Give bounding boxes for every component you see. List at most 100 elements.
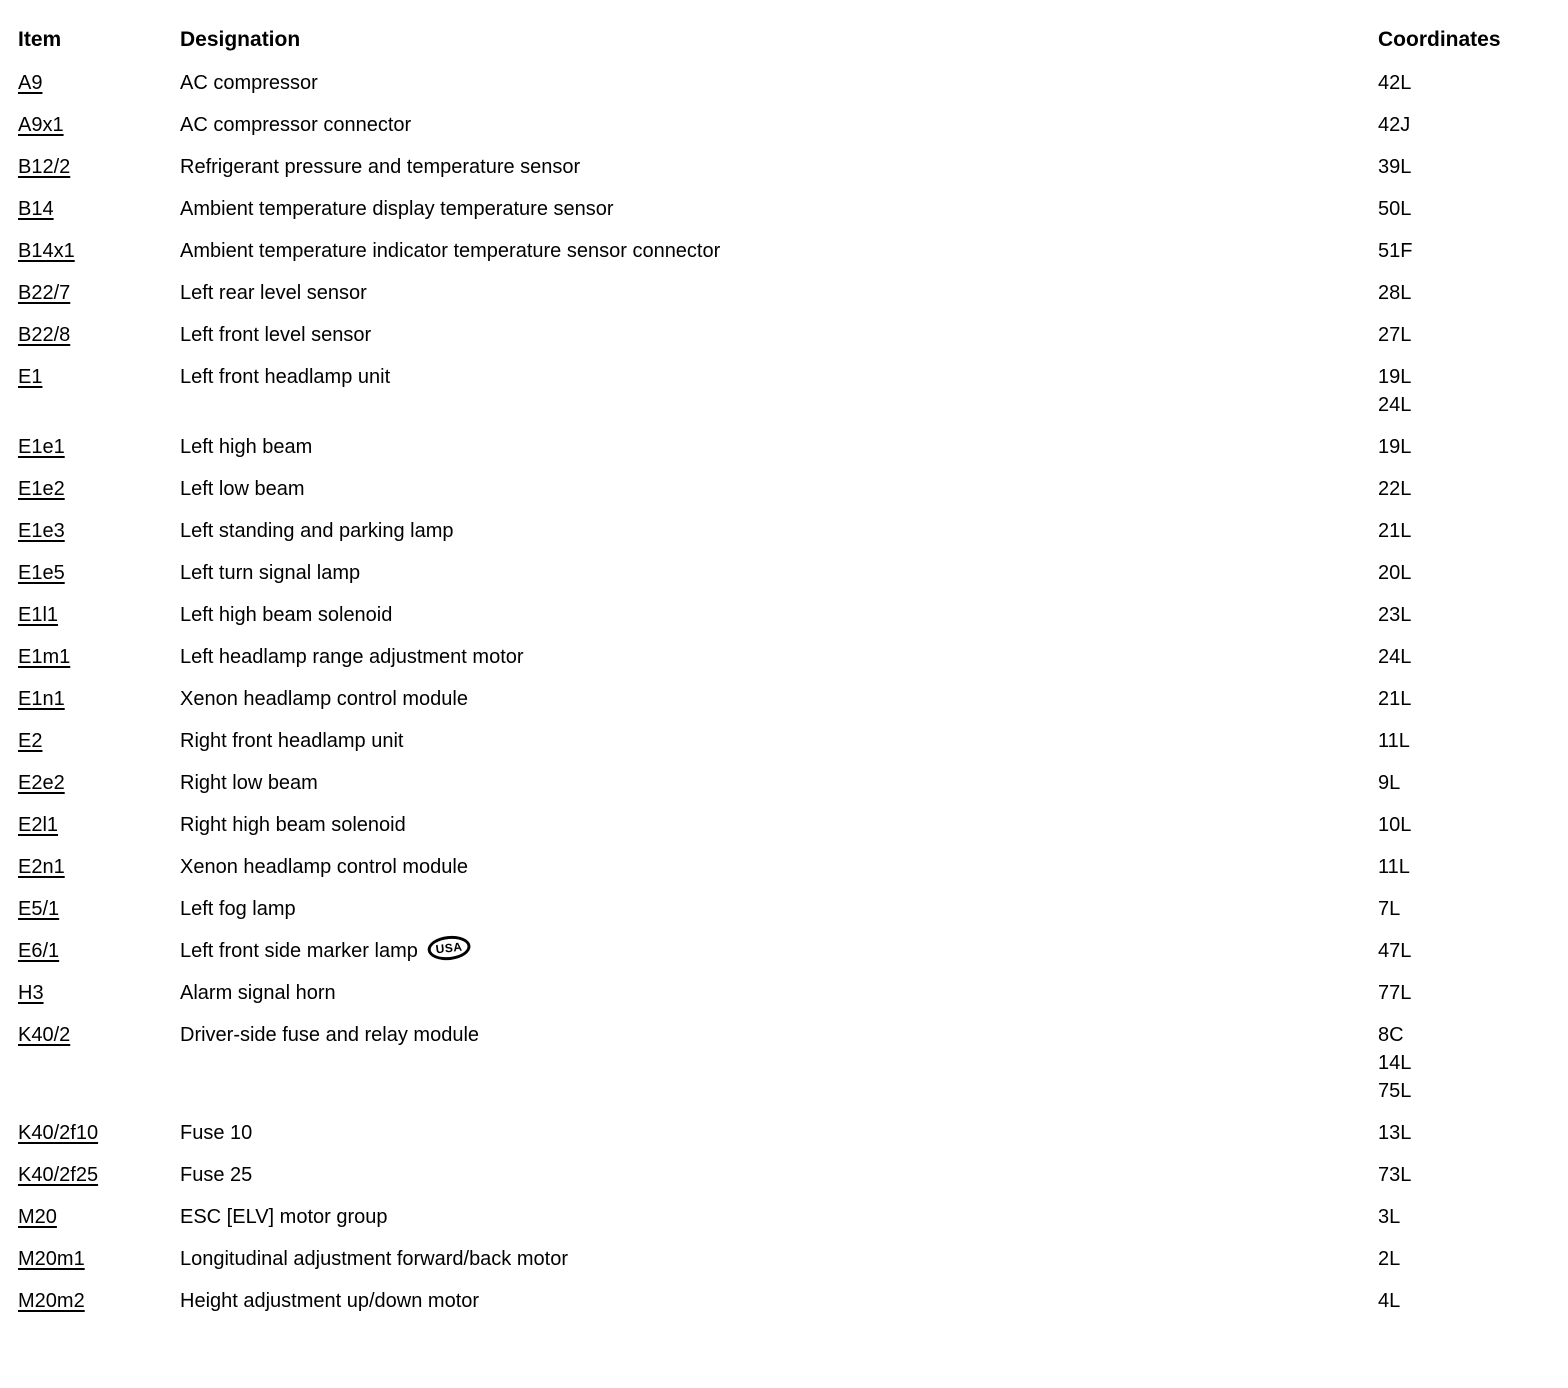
item-link[interactable]: E6/1: [18, 940, 60, 962]
item-link[interactable]: E2e2: [18, 772, 65, 794]
item-link[interactable]: K40/2: [18, 1024, 71, 1046]
item-cell: E6/1: [18, 937, 180, 965]
coordinates-cell: 19L: [1378, 433, 1548, 461]
item-cell: E1m1: [18, 643, 180, 671]
designation-text: Left standing and parking lamp: [180, 520, 454, 542]
item-cell: B14: [18, 195, 180, 223]
item-link[interactable]: K40/2f25: [18, 1164, 99, 1186]
coordinate-value: 73L: [1378, 1164, 1412, 1186]
designation-text: Refrigerant pressure and temperature sen…: [180, 156, 581, 178]
table-row: M20 ESC [ELV] motor group 3L: [18, 1203, 1548, 1231]
designation-text: Left front headlamp unit: [180, 366, 391, 388]
item-link[interactable]: M20m1: [18, 1248, 85, 1270]
item-cell: B22/8: [18, 321, 180, 349]
coordinates-cell: 21L: [1378, 685, 1548, 713]
item-link[interactable]: A9: [18, 72, 43, 94]
coordinates-cell: 8C 14L 75L: [1378, 1021, 1548, 1105]
coordinate-value: 14L: [1378, 1052, 1412, 1074]
item-link[interactable]: M20: [18, 1206, 57, 1228]
designation-cell: Left front headlamp unit: [180, 363, 1378, 391]
item-link[interactable]: E1l1: [18, 604, 59, 626]
item-link[interactable]: B22/7: [18, 282, 71, 304]
table-row: K40/2 Driver-side fuse and relay module …: [18, 1021, 1548, 1105]
table-row: E1 Left front headlamp unit 19L 24L: [18, 363, 1548, 419]
designation-cell: Alarm signal horn: [180, 979, 1378, 1007]
designation-cell: Left headlamp range adjustment motor: [180, 643, 1378, 671]
designation-cell: Right low beam: [180, 769, 1378, 797]
table-row: B22/7 Left rear level sensor 28L: [18, 279, 1548, 307]
coordinate-value: 50L: [1378, 198, 1412, 220]
item-link[interactable]: B22/8: [18, 324, 71, 346]
designation-text: AC compressor connector: [180, 114, 412, 136]
designation-text: Right high beam solenoid: [180, 814, 406, 836]
item-link[interactable]: B14: [18, 198, 54, 220]
table-row: M20m2 Height adjustment up/down motor 4L: [18, 1287, 1548, 1315]
coordinates-cell: 22L: [1378, 475, 1548, 503]
item-link[interactable]: B14x1: [18, 240, 75, 262]
coordinates-cell: 50L: [1378, 195, 1548, 223]
designation-text: Ambient temperature indicator temperatur…: [180, 240, 721, 262]
item-link[interactable]: E1: [18, 366, 43, 388]
table-row: E1e1 Left high beam 19L: [18, 433, 1548, 461]
designation-cell: Left front level sensor: [180, 321, 1378, 349]
coordinate-value: 20L: [1378, 562, 1412, 584]
table-row: M20m1 Longitudinal adjustment forward/ba…: [18, 1245, 1548, 1273]
designation-cell: Left high beam: [180, 433, 1378, 461]
table-row: A9 AC compressor 42L: [18, 69, 1548, 97]
designation-text: Left front side marker lamp: [180, 940, 418, 962]
item-link[interactable]: E1e3: [18, 520, 65, 542]
item-cell: K40/2f10: [18, 1119, 180, 1147]
designation-cell: Left standing and parking lamp: [180, 517, 1378, 545]
item-cell: M20m2: [18, 1287, 180, 1315]
table-row: E2 Right front headlamp unit 11L: [18, 727, 1548, 755]
item-link[interactable]: K40/2f10: [18, 1122, 99, 1144]
table-row: E2l1 Right high beam solenoid 10L: [18, 811, 1548, 839]
coordinates-cell: 19L 24L: [1378, 363, 1548, 419]
item-link[interactable]: E1m1: [18, 646, 71, 668]
coordinates-cell: 2L: [1378, 1245, 1548, 1273]
item-cell: E1e2: [18, 475, 180, 503]
item-link[interactable]: E1e5: [18, 562, 65, 584]
designation-text: Left rear level sensor: [180, 282, 367, 304]
item-link[interactable]: E1e2: [18, 478, 65, 500]
designation-cell: Ambient temperature indicator temperatur…: [180, 237, 1378, 265]
table-row: E1e3 Left standing and parking lamp 21L: [18, 517, 1548, 545]
table-row: E1n1 Xenon headlamp control module 21L: [18, 685, 1548, 713]
item-link[interactable]: E1n1: [18, 688, 65, 710]
designation-cell: Right high beam solenoid: [180, 811, 1378, 839]
item-link[interactable]: B12/2: [18, 156, 71, 178]
designation-text: Xenon headlamp control module: [180, 688, 468, 710]
designation-text: Left front level sensor: [180, 324, 372, 346]
designation-text: Left fog lamp: [180, 898, 296, 920]
item-link[interactable]: E2n1: [18, 856, 65, 878]
item-link[interactable]: M20m2: [18, 1290, 85, 1312]
table-row: A9x1 AC compressor connector 42J: [18, 111, 1548, 139]
coordinate-value: 2L: [1378, 1248, 1401, 1270]
coordinates-cell: 23L: [1378, 601, 1548, 629]
item-link[interactable]: E2l1: [18, 814, 59, 836]
designation-cell: Left turn signal lamp: [180, 559, 1378, 587]
designation-text: Height adjustment up/down motor: [180, 1290, 480, 1312]
coordinate-value: 42J: [1378, 114, 1411, 136]
table-row: K40/2f25 Fuse 25 73L: [18, 1161, 1548, 1189]
item-cell: E2l1: [18, 811, 180, 839]
coordinates-cell: 10L: [1378, 811, 1548, 839]
item-cell: K40/2f25: [18, 1161, 180, 1189]
designation-cell: Height adjustment up/down motor: [180, 1287, 1378, 1315]
item-link[interactable]: H3: [18, 982, 44, 1004]
table-row: E2n1 Xenon headlamp control module 11L: [18, 853, 1548, 881]
coordinate-value: 77L: [1378, 982, 1412, 1004]
table-row: B22/8 Left front level sensor 27L: [18, 321, 1548, 349]
item-cell: A9x1: [18, 111, 180, 139]
component-legend-table: Item Designation Coordinates A9 AC compr…: [18, 28, 1548, 1315]
item-link[interactable]: E5/1: [18, 898, 60, 920]
item-cell: A9: [18, 69, 180, 97]
coordinate-value: 11L: [1378, 856, 1410, 878]
item-link[interactable]: A9x1: [18, 114, 64, 136]
coordinate-value: 28L: [1378, 282, 1412, 304]
coordinates-cell: 21L: [1378, 517, 1548, 545]
item-link[interactable]: E2: [18, 730, 43, 752]
coordinates-cell: 77L: [1378, 979, 1548, 1007]
item-link[interactable]: E1e1: [18, 436, 65, 458]
coordinate-value: 23L: [1378, 604, 1412, 626]
